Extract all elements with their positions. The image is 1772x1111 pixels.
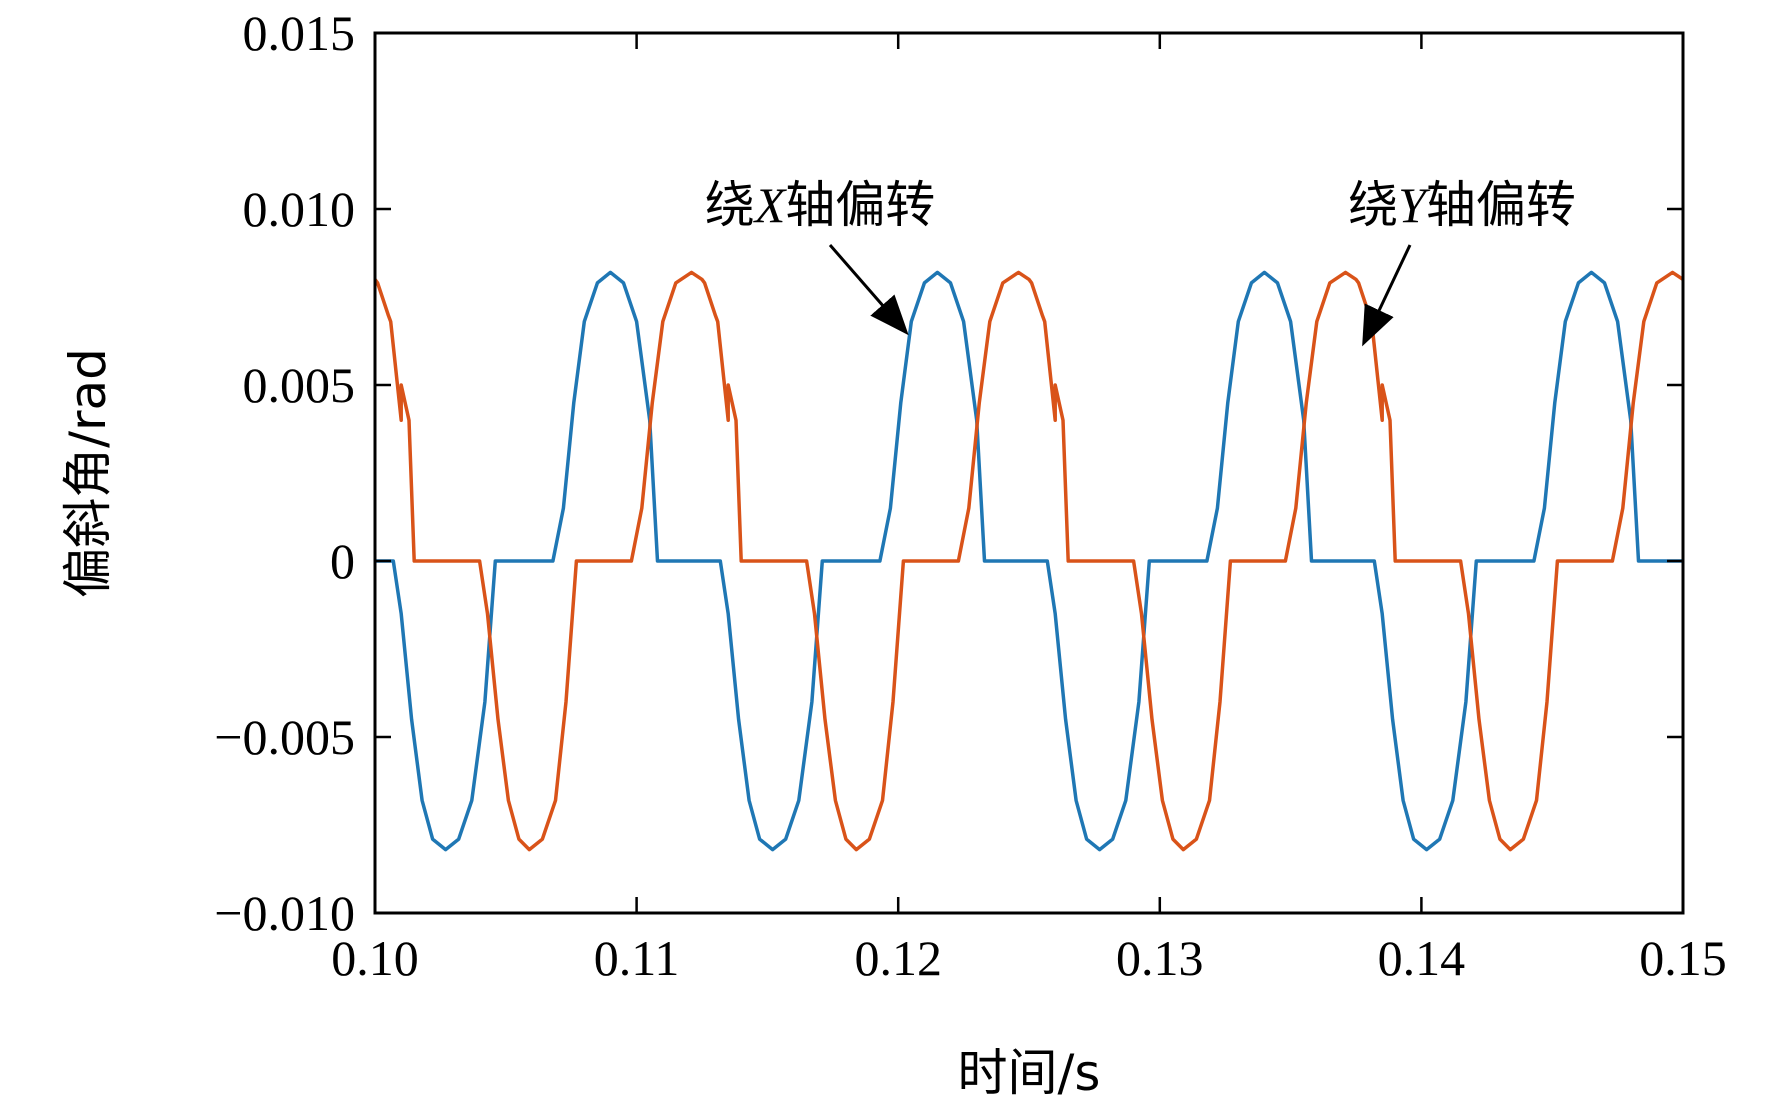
- tick-layer: 0.10 0.11 0.12 0.13 0.14 0.15 −0.010 −0.005 0 0.0…: [214, 5, 1726, 986]
- y-tick-label: −0.010: [214, 885, 355, 941]
- x-tick-label: 0.10: [331, 930, 419, 986]
- x-tick-label: 0.12: [854, 930, 942, 986]
- series-layer: [375, 270, 1683, 852]
- series-line-2: [375, 270, 1683, 852]
- annotation-arrow: [828, 244, 909, 336]
- annotation-arrow: [1362, 244, 1412, 347]
- y-axis-title: 偏斜角/rad: [59, 348, 117, 598]
- x-tick-label: 0.14: [1378, 930, 1466, 986]
- annotation-label: 绕X轴偏转: [705, 176, 936, 234]
- y-tick-label: 0.010: [243, 181, 356, 237]
- x-axis-title: 时间/s: [958, 1044, 1101, 1102]
- x-tick-label: 0.15: [1639, 930, 1727, 986]
- plot-frame: [373, 31, 1685, 915]
- x-tick-label: 0.13: [1116, 930, 1204, 986]
- y-tick-label: 0: [330, 533, 355, 589]
- y-tick-label: −0.005: [214, 709, 355, 765]
- x-tick-label: 0.11: [594, 930, 680, 986]
- series-line-1: [375, 270, 1683, 852]
- y-tick-label: 0.015: [243, 5, 356, 61]
- annotation-label: 绕Y轴偏转: [1348, 176, 1576, 234]
- annotation-layer: 绕X轴偏转 绕Y轴偏转: [705, 176, 1576, 347]
- y-tick-label: 0.005: [243, 357, 356, 413]
